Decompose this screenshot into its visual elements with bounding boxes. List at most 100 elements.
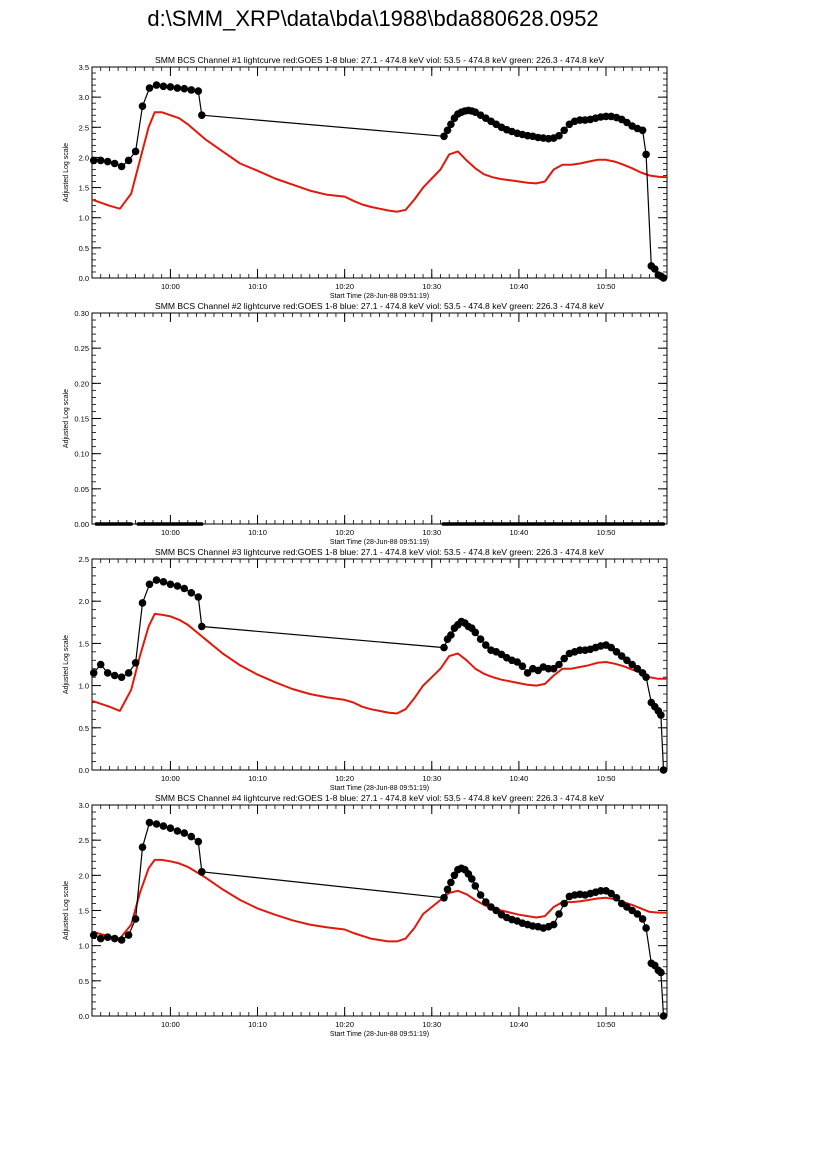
y-axis-label: Adjusted Log scale	[63, 635, 70, 694]
plot-frame	[91, 558, 668, 771]
bcs-data-point	[482, 898, 490, 906]
bcs-data-point	[131, 147, 140, 156]
bcs-data-point	[89, 156, 98, 165]
bcs-data-point	[89, 669, 98, 677]
bcs-data-point	[96, 660, 105, 669]
bcs-data-point	[124, 669, 133, 677]
bcs-data-point	[159, 578, 168, 586]
x-tick-label: 10:40	[510, 774, 529, 783]
bcs-data-point	[623, 118, 631, 127]
bcs-data-point	[447, 120, 455, 129]
y-tick-label: 0.5	[79, 244, 89, 253]
x-tick-label: 10:40	[510, 1020, 529, 1029]
x-tick-label: 10:20	[335, 282, 354, 291]
bcs-data-point	[110, 934, 119, 943]
y-tick-label: 2.0	[79, 153, 89, 162]
bcs-data-point	[476, 891, 485, 899]
y-tick-label: 1.5	[79, 184, 89, 193]
y-tick-label: 2.0	[79, 871, 89, 880]
bcs-data-point	[152, 820, 161, 828]
chart-panel-4: SMM BCS Channel #4 lightcurve red:GOES 1…	[63, 793, 668, 1038]
y-tick-label: 0.5	[79, 977, 89, 986]
bcs-data-point	[607, 889, 615, 898]
bcs-data-point	[513, 658, 521, 666]
bcs-data-point	[138, 102, 147, 110]
plot-frame	[91, 312, 668, 525]
bcs-data-point	[447, 631, 455, 639]
bcs-data-point	[642, 150, 650, 159]
bcs-data-point	[198, 868, 206, 876]
bcs-data-point	[173, 827, 182, 835]
bcs-data-point	[518, 662, 527, 670]
bcs-curve	[93, 821, 665, 1017]
x-tick-label: 10:30	[422, 282, 441, 291]
bcs-data-point	[523, 669, 532, 677]
bcs-data-point	[659, 274, 668, 282]
x-axis-label: Start Time (28-Jun-88 09:51:19)	[330, 539, 429, 546]
bcs-data-point	[187, 589, 196, 597]
bcs-data-point	[651, 265, 659, 273]
x-tick-label: 10:00	[161, 1020, 180, 1029]
bcs-data-point	[173, 84, 182, 92]
bcs-data-point	[110, 671, 119, 680]
x-tick-label: 10:30	[422, 774, 441, 783]
y-tick-label: 2.5	[79, 123, 89, 132]
goes-curve	[91, 111, 668, 213]
bcs-data-point	[560, 899, 568, 908]
bcs-data-point	[145, 84, 154, 92]
bcs-data-point	[440, 132, 448, 141]
y-tick-label: 0.30	[74, 309, 89, 318]
x-tick-label: 10:10	[248, 774, 267, 783]
plot-frame	[91, 804, 668, 1017]
bcs-data-point	[555, 660, 563, 669]
bcs-data-point	[638, 915, 647, 923]
x-axis-label: Start Time (28-Jun-88 09:51:19)	[330, 1031, 429, 1038]
bcs-data-point	[117, 936, 126, 944]
bcs-data-point	[657, 711, 665, 719]
bcs-data-point	[642, 673, 650, 681]
y-tick-label: 3.0	[79, 93, 89, 102]
bcs-data-point	[117, 162, 126, 171]
x-tick-label: 10:30	[422, 1020, 441, 1029]
bcs-data-point	[440, 643, 448, 652]
y-tick-label: 0.10	[74, 450, 89, 459]
bcs-data-point	[468, 875, 476, 883]
bcs-curve	[93, 84, 664, 279]
y-tick-label: 3.0	[79, 801, 89, 810]
bcs-data-point	[555, 910, 563, 918]
bcs-data-point	[159, 82, 168, 91]
bcs-data-point	[187, 832, 196, 841]
bcs-data-point	[440, 894, 448, 902]
bcs-curve	[93, 579, 665, 771]
y-tick-label: 0.15	[74, 415, 89, 424]
chart-title: SMM BCS Channel #1 lightcurve red:GOES 1…	[155, 55, 604, 65]
bcs-data-point	[138, 843, 147, 851]
bcs-data-point	[560, 654, 568, 663]
chart-panel-3: SMM BCS Channel #3 lightcurve red:GOES 1…	[63, 547, 668, 792]
x-tick-label: 10:10	[248, 1020, 267, 1029]
x-axis-label: Start Time (28-Jun-88 09:51:19)	[330, 785, 429, 792]
chart-panel-2: SMM BCS Channel #2 lightcurve red:GOES 1…	[63, 301, 668, 546]
x-tick-label: 10:30	[422, 528, 441, 537]
y-tick-label: 1.0	[79, 682, 89, 691]
bcs-data-point	[138, 599, 147, 607]
x-tick-label: 10:00	[161, 282, 180, 291]
bcs-data-point	[597, 887, 605, 895]
bcs-data-point	[576, 646, 584, 654]
bcs-data-point	[612, 648, 621, 656]
x-tick-label: 10:50	[597, 774, 616, 783]
bcs-data-point	[131, 915, 140, 923]
y-tick-label: 1.0	[79, 214, 89, 223]
bcs-data-point	[657, 968, 665, 977]
x-tick-label: 10:20	[335, 774, 354, 783]
bcs-data-point	[471, 628, 480, 637]
bcs-data-point	[194, 593, 203, 601]
y-tick-label: 0.20	[74, 379, 89, 388]
y-tick-label: 3.5	[79, 63, 89, 72]
bcs-data-point	[447, 878, 455, 887]
bcs-data-point	[180, 84, 189, 93]
bcs-data-point	[476, 635, 485, 643]
bcs-data-point	[103, 157, 112, 166]
y-axis-label: Adjusted Log scale	[63, 389, 70, 448]
y-tick-label: 2.5	[79, 836, 89, 845]
